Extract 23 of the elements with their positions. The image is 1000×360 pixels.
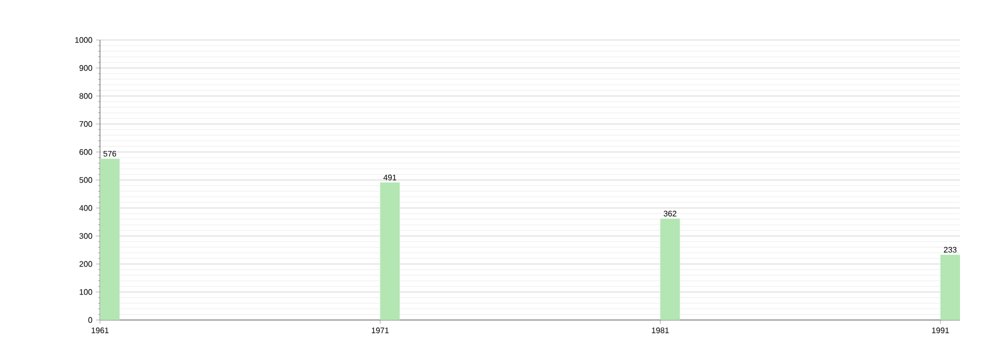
y-tick-label: 300 [79,233,92,239]
bar [660,218,680,320]
y-tick-label: 500 [79,177,92,183]
bar [100,158,120,320]
y-tick-label: 900 [80,65,92,71]
data-label: 362 [664,210,676,216]
data-label: 491 [383,174,396,180]
y-tick-label: 100 [80,289,92,295]
y-tick-label: 400 [79,205,92,211]
bar [940,254,960,320]
bar [380,182,400,320]
y-tick-label: 600 [80,149,92,155]
x-tick-label: 1961 [92,328,109,334]
x-tick-label: 1971 [372,328,389,334]
x-tick-label: 1991 [932,328,949,334]
x-tick-label: 1981 [652,328,669,334]
y-tick-label: 800 [79,93,92,99]
y-tick-label: 200 [80,261,92,267]
y-tick-label: 700 [80,121,92,127]
y-tick-label: 1000 [75,37,92,43]
data-label: 233 [944,246,957,253]
data-label: 576 [103,150,116,157]
y-tick-label: 0 [88,317,92,323]
